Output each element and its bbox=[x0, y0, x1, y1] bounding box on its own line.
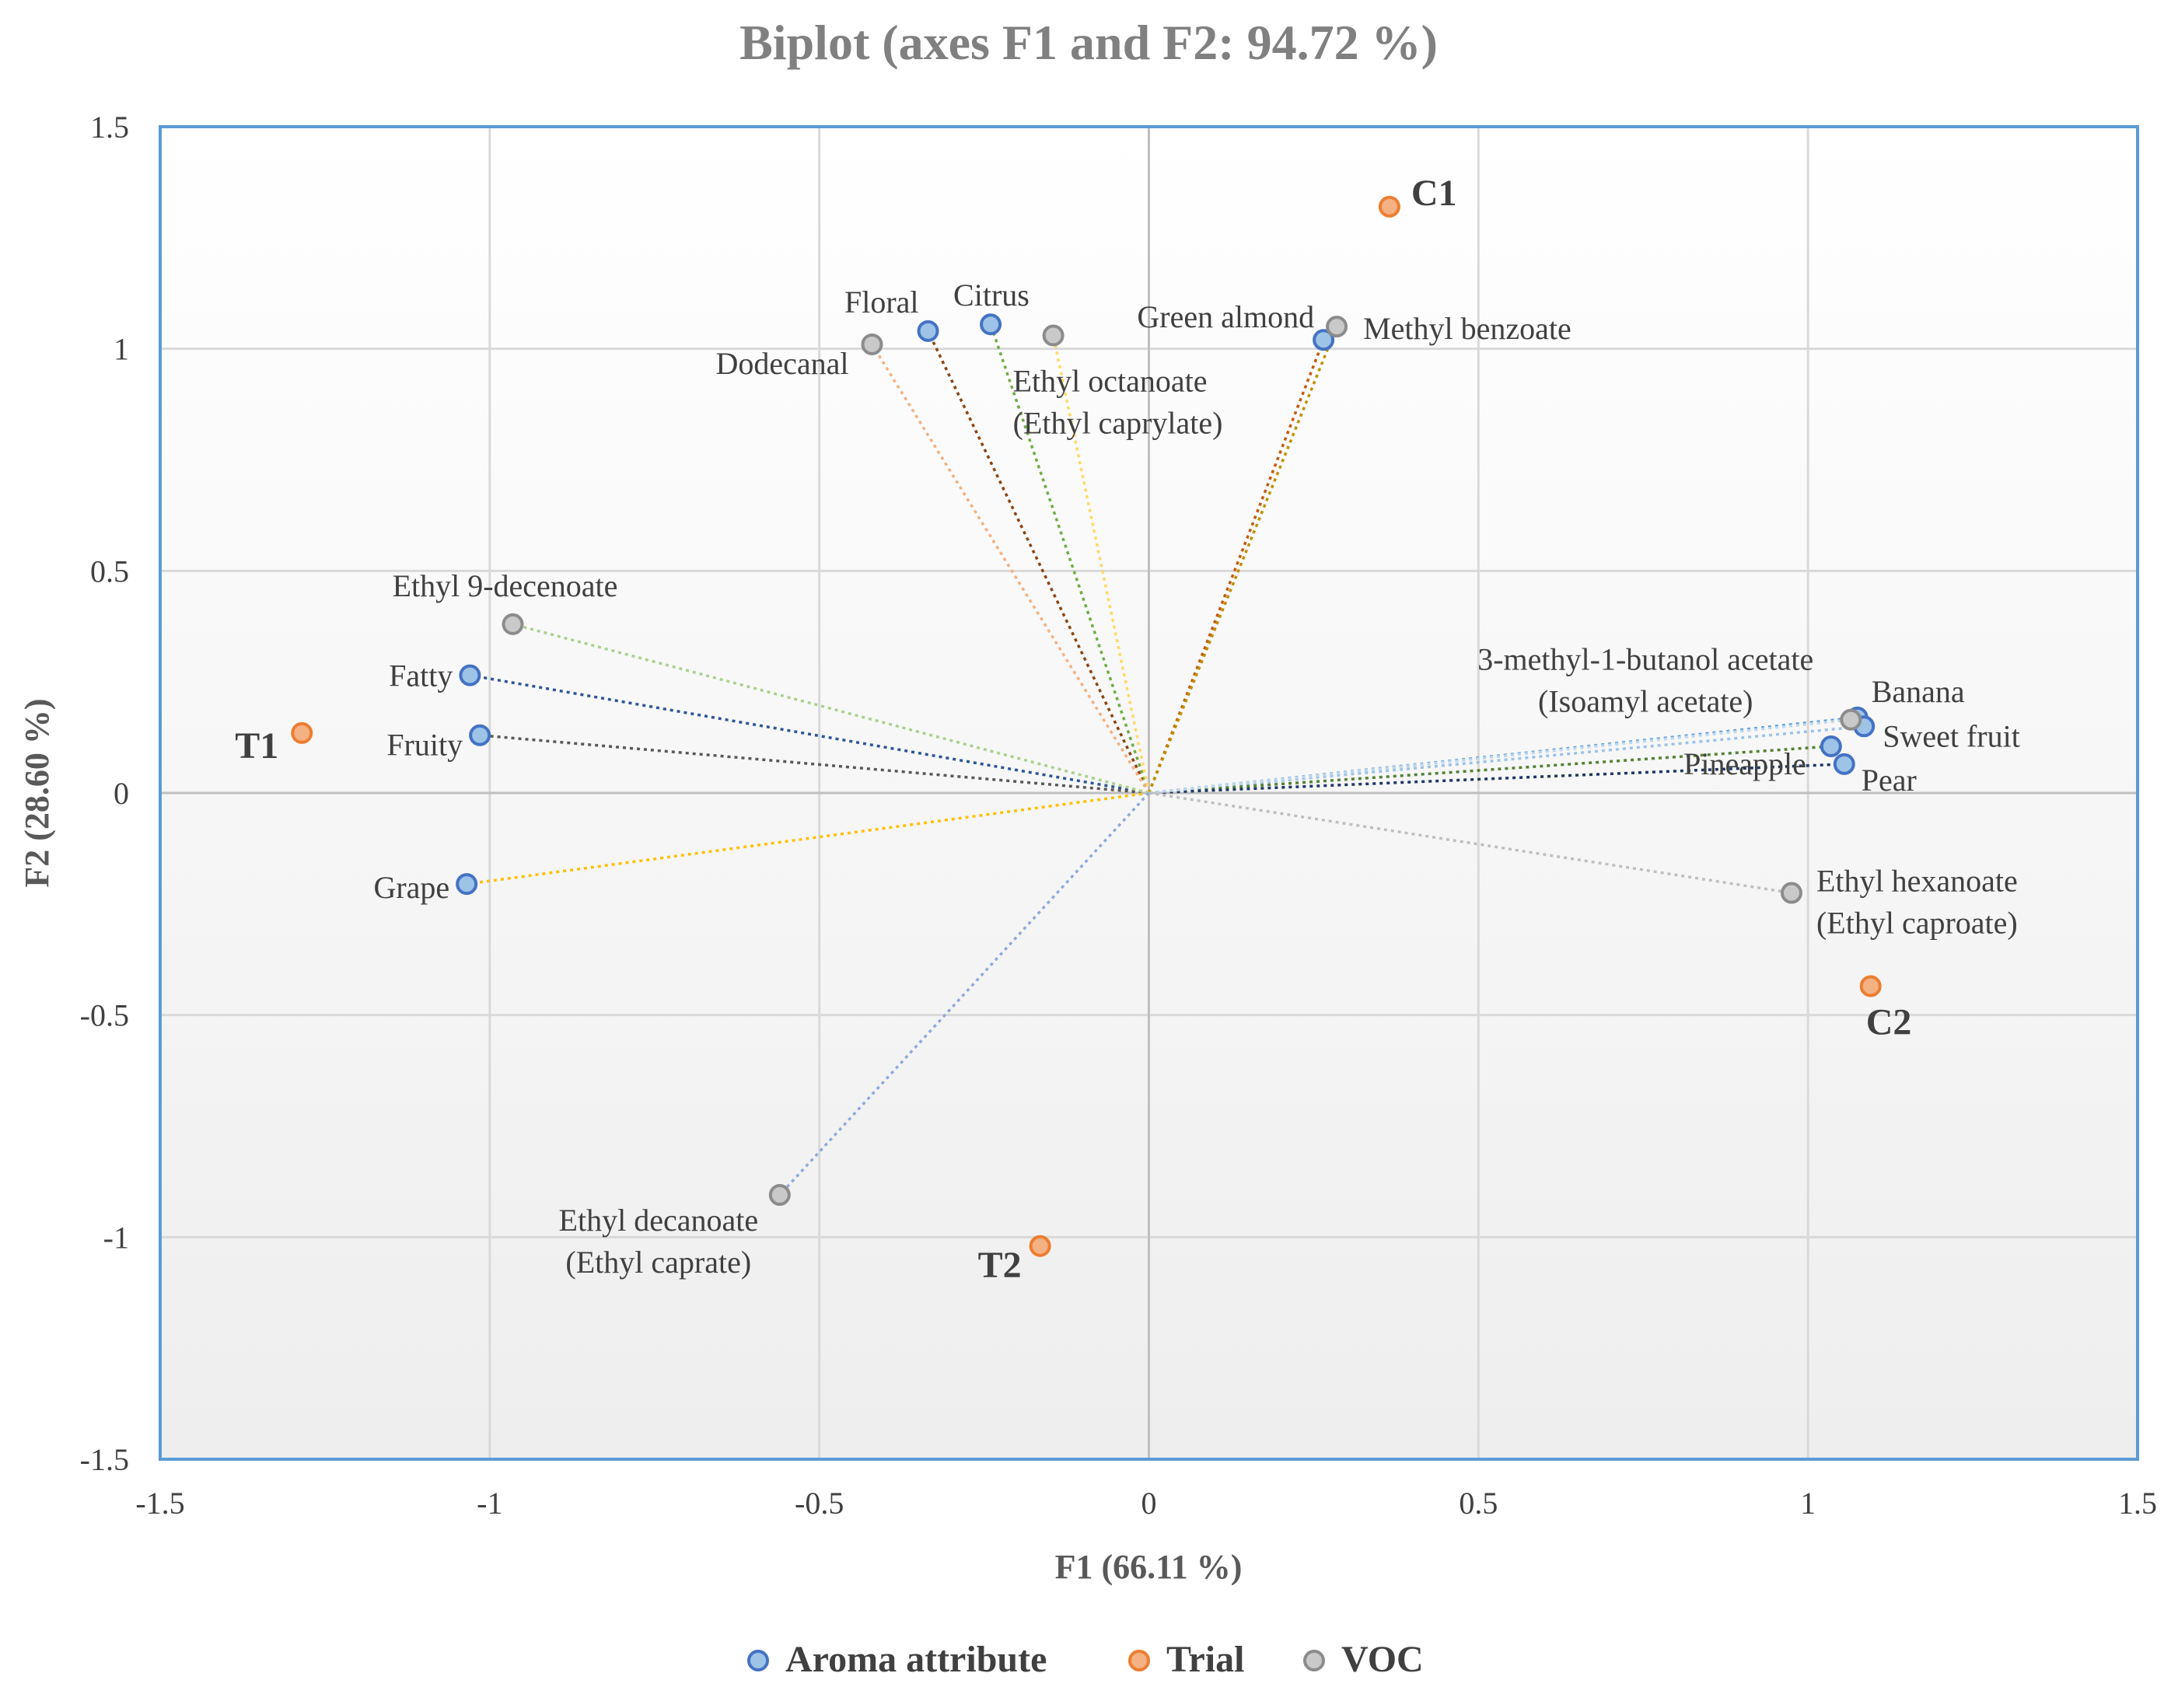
point-dodecanal bbox=[861, 333, 883, 355]
point-green-almond bbox=[1313, 329, 1335, 351]
label-grape: Grape bbox=[373, 870, 449, 905]
label-pear: Pear bbox=[1862, 763, 1917, 798]
loading-vectors bbox=[466, 323, 1865, 1196]
point-ethyl-decanoate-ethyl-caprate bbox=[768, 1184, 791, 1207]
point-pear bbox=[1833, 753, 1855, 775]
point-3-methyl-1-butanol-acetate-isoamyl-acetate bbox=[1840, 708, 1862, 731]
label-3-methyl-1-butanol-acetate-isoamyl-acetate-line: (Isoamyl acetate) bbox=[1538, 684, 1753, 719]
label-green-almond: Green almond bbox=[1137, 299, 1314, 334]
tick-labels: -1.5 -1 -0.5 0 0.5 1 1.5 1.5 1 0.5 0 -0.5 -1 -1.5 bbox=[80, 110, 2157, 1521]
x-tick-label: 0 bbox=[1141, 1486, 1157, 1521]
label-citrus: Citrus bbox=[953, 278, 1030, 313]
y-tick-label: -0.5 bbox=[80, 998, 129, 1033]
point-ethyl-octanoate-ethyl-caprylate bbox=[1042, 324, 1065, 347]
legend-marker-trial bbox=[1128, 1650, 1150, 1671]
label-ethyl-9-decenoate: Ethyl 9-decenoate bbox=[393, 568, 618, 603]
label-ethyl-octanoate-ethyl-caprylate: Ethyl octanoate (Ethyl caprylate) bbox=[1013, 364, 1223, 441]
point-methyl-benzoate bbox=[1326, 316, 1348, 338]
point-c1 bbox=[1378, 195, 1400, 218]
point-labels: Floral Citrus Green almond Fatty Fruity Grape… bbox=[235, 173, 2020, 1286]
legend-label-aroma-attribute: Aroma attribute bbox=[785, 1639, 1047, 1680]
vector-floral bbox=[926, 330, 1151, 794]
label-ethyl-octanoate-ethyl-caprylate-line: Ethyl octanoate bbox=[1013, 364, 1208, 399]
y-tick-label: -1.5 bbox=[80, 1442, 129, 1477]
point-ethyl-9-decenoate bbox=[502, 613, 524, 635]
x-axis-title: F1 (66.11 %) bbox=[1055, 1548, 1243, 1586]
label-c1: C1 bbox=[1411, 173, 1457, 214]
label-t1: T1 bbox=[235, 725, 278, 767]
point-grape bbox=[456, 873, 478, 896]
label-3-methyl-1-butanol-acetate-isoamyl-acetate-line: 3-methyl-1-butanol acetate bbox=[1477, 642, 1813, 677]
y-axis-title: F2 (28.60 %) bbox=[18, 698, 56, 887]
point-ethyl-hexanoate-ethyl-caproate bbox=[1780, 882, 1802, 904]
label-methyl-benzoate: Methyl benzoate bbox=[1363, 311, 1571, 346]
y-tick-label: 0.5 bbox=[90, 554, 129, 589]
point-t2 bbox=[1029, 1235, 1051, 1257]
x-tick-label: -1.5 bbox=[135, 1486, 184, 1521]
label-banana: Banana bbox=[1872, 674, 1965, 709]
label-ethyl-decanoate-ethyl-caprate-line: (Ethyl caprate) bbox=[565, 1245, 751, 1280]
label-t2: T2 bbox=[978, 1245, 1022, 1286]
vector-ethyl-9-decenoate bbox=[512, 623, 1149, 795]
point-fruity bbox=[469, 724, 491, 746]
vector-fatty bbox=[470, 673, 1149, 795]
plot-frame bbox=[159, 125, 2139, 1461]
x-tick-label: -1 bbox=[477, 1486, 502, 1521]
vector-citrus bbox=[989, 323, 1151, 794]
label-ethyl-decanoate-ethyl-caprate-line: Ethyl decanoate bbox=[559, 1203, 759, 1238]
legend-label-trial: Trial bbox=[1166, 1639, 1244, 1680]
label-ethyl-hexanoate-ethyl-caproate: Ethyl hexanoate (Ethyl caproate) bbox=[1816, 864, 2018, 941]
point-fatty bbox=[459, 664, 481, 686]
point-pineapple bbox=[1820, 735, 1842, 758]
point-citrus bbox=[980, 313, 1002, 336]
x-tick-label: 1.5 bbox=[2118, 1486, 2157, 1521]
point-t1 bbox=[291, 721, 313, 744]
legend-marker-voc bbox=[1303, 1650, 1325, 1671]
label-fruity: Fruity bbox=[386, 728, 463, 763]
label-sweet-fruit: Sweet fruit bbox=[1883, 718, 2020, 753]
label-c2: C2 bbox=[1866, 1002, 1912, 1043]
legend-label-voc: VOC bbox=[1341, 1639, 1424, 1680]
legend: Aroma attribute Trial VOC bbox=[747, 1639, 1424, 1680]
label-floral: Floral bbox=[844, 285, 919, 320]
y-tick-label: 1.5 bbox=[90, 110, 129, 145]
point-floral bbox=[917, 320, 939, 342]
label-fatty: Fatty bbox=[389, 658, 453, 693]
label-3-methyl-1-butanol-acetate-isoamyl-acetate: 3-methyl-1-butanol acetate (Isoamyl aceta… bbox=[1477, 642, 1813, 719]
label-pineapple: Pineapple bbox=[1683, 746, 1806, 781]
x-tick-label: -0.5 bbox=[795, 1486, 844, 1521]
x-tick-label: 0.5 bbox=[1459, 1486, 1498, 1521]
label-ethyl-hexanoate-ethyl-caproate-line: (Ethyl caproate) bbox=[1816, 906, 2018, 941]
label-dodecanal: Dodecanal bbox=[715, 346, 848, 381]
label-ethyl-hexanoate-ethyl-caproate-line: Ethyl hexanoate bbox=[1816, 864, 2018, 899]
y-tick-label: -1 bbox=[103, 1220, 129, 1255]
vector-ethyl-octanoate-ethyl-caprylate bbox=[1051, 335, 1151, 794]
y-tick-label: 1 bbox=[114, 332, 129, 367]
vector-grape bbox=[466, 791, 1149, 885]
label-ethyl-octanoate-ethyl-caprylate-line: (Ethyl caprylate) bbox=[1013, 406, 1223, 441]
point-c2 bbox=[1859, 975, 1882, 997]
legend-marker-aroma-attribute bbox=[747, 1650, 769, 1671]
vector-3-methyl-1-butanol-acetate-isoamyl-acetate bbox=[1148, 718, 1851, 795]
x-tick-label: 1 bbox=[1800, 1486, 1816, 1521]
data-points bbox=[291, 195, 1882, 1257]
y-tick-label: 0 bbox=[114, 776, 129, 811]
vector-pineapple bbox=[1148, 745, 1831, 795]
label-ethyl-decanoate-ethyl-caprate: Ethyl decanoate (Ethyl caprate) bbox=[559, 1203, 759, 1280]
chart-title: Biplot (axes F1 and F2: 94.72 %) bbox=[739, 15, 1438, 70]
